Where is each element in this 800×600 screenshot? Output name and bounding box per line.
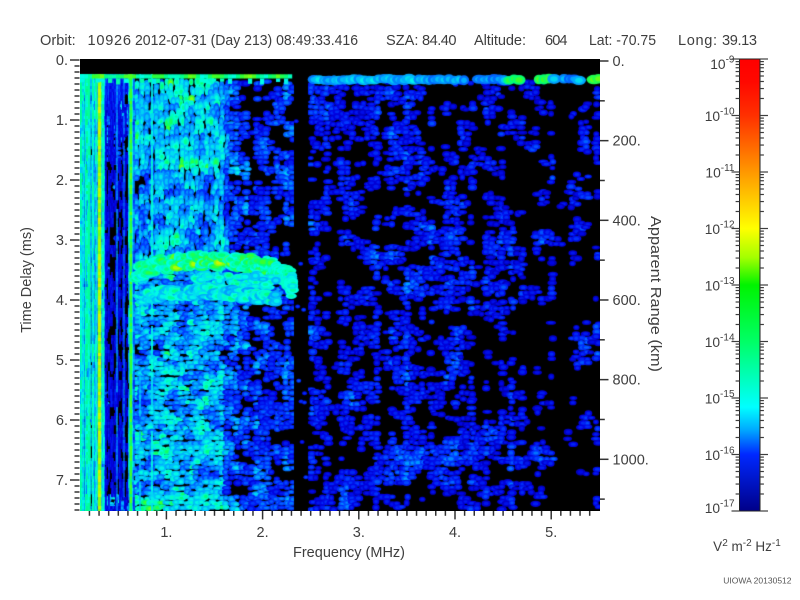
svg-text:400.: 400. — [613, 213, 641, 229]
svg-text:1.: 1. — [160, 525, 172, 541]
svg-text:800.: 800. — [613, 373, 641, 389]
svg-text:Lat: -70.75: Lat: -70.75 — [589, 33, 656, 49]
svg-text:SZA:: SZA: — [386, 33, 418, 49]
svg-text:2012-07-31 (Day 213) 08:49:33.: 2012-07-31 (Day 213) 08:49:33.416 — [135, 33, 358, 49]
svg-text:39.13: 39.13 — [722, 33, 757, 49]
svg-text:10-11: 10-11 — [705, 163, 735, 181]
svg-text:0.: 0. — [613, 54, 625, 70]
svg-text:5.: 5. — [545, 525, 557, 541]
svg-text:600.: 600. — [613, 293, 641, 309]
svg-text:10-13: 10-13 — [705, 276, 735, 294]
svg-text:10-9: 10-9 — [710, 55, 735, 73]
svg-text:10-12: 10-12 — [705, 220, 735, 238]
svg-text:10-15: 10-15 — [705, 389, 735, 407]
svg-text:10-10: 10-10 — [705, 107, 735, 125]
svg-text:4.: 4. — [56, 293, 68, 309]
svg-text:V2 m-2 Hz-1: V2 m-2 Hz-1 — [713, 538, 781, 554]
svg-text:200.: 200. — [613, 134, 641, 150]
svg-text:Frequency (MHz): Frequency (MHz) — [293, 545, 405, 561]
svg-text:Apparent Range (km): Apparent Range (km) — [647, 216, 663, 372]
svg-text:1.: 1. — [56, 113, 68, 129]
svg-text:5.: 5. — [56, 353, 68, 369]
svg-text:Orbit:: Orbit: — [40, 33, 76, 49]
svg-text:7.: 7. — [56, 473, 68, 489]
svg-text:3.: 3. — [56, 233, 68, 249]
svg-text:6.: 6. — [56, 413, 68, 429]
svg-text:Long:: Long: — [678, 33, 717, 49]
svg-text:10-16: 10-16 — [705, 446, 735, 464]
svg-text:84.40: 84.40 — [422, 33, 457, 49]
svg-text:UIOWA 20130512: UIOWA 20130512 — [723, 576, 791, 586]
svg-text:3.: 3. — [353, 525, 365, 541]
svg-text:10-17: 10-17 — [705, 499, 735, 517]
svg-text:2.: 2. — [56, 173, 68, 189]
svg-text:0.: 0. — [56, 53, 68, 69]
svg-text:4.: 4. — [449, 525, 461, 541]
svg-text:Altitude:: Altitude: — [474, 33, 526, 49]
svg-text:1000.: 1000. — [613, 452, 649, 468]
svg-text:10-14: 10-14 — [705, 333, 735, 351]
svg-text:2.: 2. — [257, 525, 269, 541]
svg-text:10926: 10926 — [88, 33, 132, 49]
svg-text:Time Delay (ms): Time Delay (ms) — [19, 227, 35, 333]
svg-text:604: 604 — [545, 33, 568, 49]
